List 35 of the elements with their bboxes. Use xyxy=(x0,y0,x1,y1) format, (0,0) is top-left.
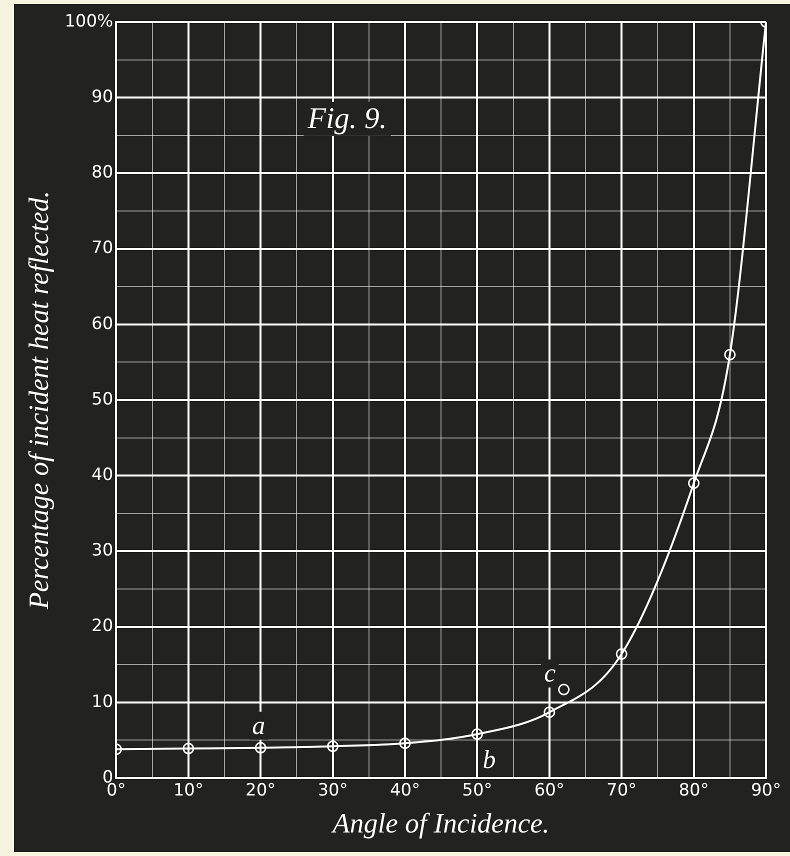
x-tick-label: 90° xyxy=(750,780,782,801)
y-tick-label: 50 xyxy=(92,389,114,410)
y-tick-label: 100% xyxy=(64,11,114,32)
y-tick-label: 90 xyxy=(92,87,114,108)
y-tick-label: 40 xyxy=(92,465,114,486)
annotation: b xyxy=(482,745,496,774)
y-tick-label: 20 xyxy=(92,616,114,636)
point xyxy=(471,728,483,740)
x-tick-label: 30° xyxy=(318,780,348,801)
point xyxy=(544,706,556,718)
y-tick-label: 70 xyxy=(92,238,114,258)
point xyxy=(688,477,700,489)
y-axis-title: Percentage of incident heat reflected. xyxy=(24,190,56,610)
point xyxy=(724,348,736,360)
y-tick-label: 80 xyxy=(92,162,114,183)
annotation: c xyxy=(544,658,556,688)
point xyxy=(558,684,570,696)
x-tick-label: 80° xyxy=(678,780,709,801)
x-tick-label: 40° xyxy=(390,780,420,801)
y-tick-label: 10 xyxy=(92,692,114,712)
point xyxy=(616,648,628,660)
y-tick-label: 60 xyxy=(92,314,114,334)
text: Fig. 9. xyxy=(306,102,387,135)
point xyxy=(254,742,266,754)
x-axis-title: Angle of Incidence. xyxy=(330,808,550,840)
point xyxy=(182,742,194,754)
y-tick-label: 30 xyxy=(92,540,114,561)
x-tick-label: 10° xyxy=(173,780,204,801)
x-tick-label: 20° xyxy=(246,780,276,801)
point xyxy=(399,737,411,749)
x-tick-label: 60° xyxy=(534,780,564,801)
point xyxy=(327,740,339,752)
x-tick-label: 70° xyxy=(606,780,637,801)
x-tick-label: 50° xyxy=(462,780,492,801)
annotation: a xyxy=(252,710,266,740)
